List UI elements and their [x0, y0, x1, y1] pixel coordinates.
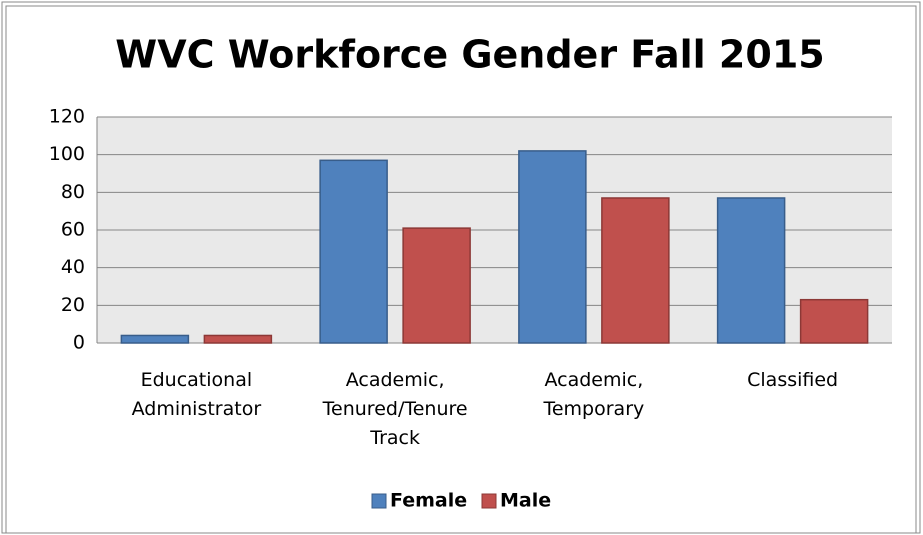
x-tick-line: Classified: [747, 369, 838, 391]
legend-swatch: [371, 493, 387, 509]
bar: [601, 197, 670, 344]
x-tick-line: Tenured/Tenure: [322, 398, 468, 420]
bar: [319, 159, 388, 344]
y-tick-label: 100: [49, 143, 85, 165]
y-tick-label: 20: [61, 294, 85, 316]
legend-swatch: [481, 493, 497, 509]
legend-label: Male: [500, 490, 551, 512]
y-tick-label: 40: [61, 256, 85, 278]
x-tick-line: Administrator: [132, 398, 262, 420]
x-tick-line: Track: [369, 427, 420, 449]
bar: [402, 227, 471, 344]
y-tick-label: 80: [61, 181, 85, 203]
x-tick-label: Classified: [747, 369, 838, 391]
x-tick-label: Academic, Temporary: [542, 369, 644, 420]
x-tick-line: Academic,: [544, 369, 643, 391]
y-tick-label: 120: [49, 106, 85, 128]
x-tick-label: Academic, Tenured/Tenure Track: [322, 369, 468, 449]
x-tick-line: Academic,: [346, 369, 445, 391]
y-tick-label: 0: [73, 332, 85, 354]
bar: [203, 334, 273, 344]
bar: [518, 150, 587, 344]
chart-title: WVC Workforce Gender Fall 2015: [115, 33, 824, 77]
frame-inner: [5, 5, 917, 534]
legend-label: Female: [390, 490, 467, 512]
bar: [120, 334, 190, 344]
bar: [799, 298, 869, 344]
x-tick-line: Educational: [141, 369, 253, 391]
x-tick-label: Educational Administrator: [132, 369, 262, 420]
x-tick-line: Temporary: [542, 398, 644, 420]
y-tick-label: 60: [61, 219, 85, 241]
bar: [716, 197, 786, 344]
